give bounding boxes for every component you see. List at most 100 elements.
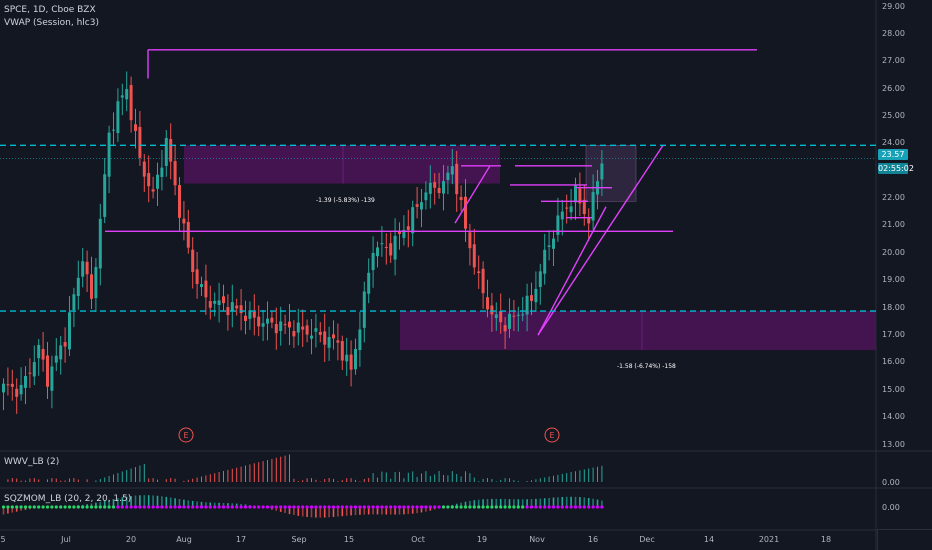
sqz-legend[interactable]: SQZMOM_LB (20, 2, 20, 1.5) xyxy=(4,494,132,504)
vwap-legend[interactable]: VWAP (Session, hlc3) xyxy=(4,18,99,28)
sqz-dot xyxy=(499,505,503,509)
candle-body xyxy=(85,261,89,275)
candle-body xyxy=(565,207,569,209)
candle-body xyxy=(261,323,265,327)
price-axis-label: 21.00 xyxy=(882,220,905,229)
candle-body xyxy=(173,161,177,186)
sqz-dot xyxy=(195,505,199,509)
sqz-dot xyxy=(98,505,102,509)
sqz-dot xyxy=(565,505,569,509)
candle-body xyxy=(156,174,159,189)
earnings-marker[interactable]: E xyxy=(178,427,194,443)
sqz-dot xyxy=(305,505,309,509)
sqz-dot xyxy=(204,505,208,509)
sqz-dot xyxy=(538,505,542,509)
candle-body xyxy=(98,218,102,269)
sqz-dot xyxy=(120,505,124,509)
candle-body xyxy=(301,326,305,330)
sqz-dot xyxy=(177,505,182,509)
candle-body xyxy=(2,383,5,393)
candle-body xyxy=(72,294,76,311)
earnings-marker[interactable]: E xyxy=(544,427,560,443)
candle-body xyxy=(120,95,124,98)
sqz-dot xyxy=(600,505,604,509)
sqz-dot xyxy=(525,505,529,509)
sqz-dot xyxy=(28,505,32,509)
candle-body xyxy=(208,301,212,308)
candle-body xyxy=(76,277,80,297)
candle-body xyxy=(455,163,459,195)
candle-body xyxy=(248,310,252,319)
sqz-dot xyxy=(468,505,472,509)
candle-body xyxy=(560,211,564,220)
candle-body xyxy=(169,139,173,162)
price-axis-label: 15.00 xyxy=(882,385,905,394)
candle-body xyxy=(499,311,503,323)
measure-label: -1.58 (-6.74%) -158 xyxy=(617,363,676,370)
sqz-dot xyxy=(235,505,239,509)
axis-corner[interactable] xyxy=(877,529,932,550)
time-axis-label: 19 xyxy=(477,535,487,544)
wwv-legend[interactable]: WWV_LB (2) xyxy=(4,457,60,467)
sqz-dot xyxy=(362,505,366,509)
candle-body xyxy=(142,161,146,177)
svg-text:E: E xyxy=(183,431,188,440)
sqz-dot xyxy=(147,505,151,509)
candle-body xyxy=(10,383,14,387)
candle-body xyxy=(582,199,586,214)
sqz-dot xyxy=(182,505,186,509)
sqz-dot xyxy=(85,505,89,509)
sqz-dot xyxy=(186,505,190,509)
sqz-dot xyxy=(59,505,63,509)
sqz-dot xyxy=(296,505,300,509)
candle-body xyxy=(226,307,230,316)
sqz-dot xyxy=(397,505,402,509)
candle-body xyxy=(204,280,208,298)
candle-body xyxy=(574,184,577,203)
price-axis-label: 28.00 xyxy=(882,29,905,38)
sqz-dot xyxy=(529,505,534,509)
candle-body xyxy=(547,245,551,247)
sqz-dot xyxy=(67,505,72,509)
sqz-dot xyxy=(516,505,520,509)
candle-body xyxy=(464,196,467,229)
sqz-dot xyxy=(459,505,463,509)
sqz-dot xyxy=(72,505,76,509)
sqz-dot xyxy=(534,505,538,509)
candle-body xyxy=(569,206,573,213)
sqz-dot xyxy=(279,505,283,509)
symbol-legend[interactable]: SPCE, 1D, Cboe BZX xyxy=(4,5,96,15)
candle-body xyxy=(160,167,164,177)
sqz-dot xyxy=(367,505,371,509)
sqz-dot xyxy=(45,505,50,509)
sqz-dot xyxy=(142,505,146,509)
sqz-dot xyxy=(19,505,23,509)
candle-body xyxy=(459,196,463,201)
wwv-axis-label: 0.00 xyxy=(882,478,900,487)
sqz-dot xyxy=(393,505,397,509)
sqz-dot xyxy=(261,505,265,509)
price-axis-label: 27.00 xyxy=(882,56,905,65)
sqz-dot xyxy=(433,505,437,509)
candle-body xyxy=(134,124,137,131)
candle-body xyxy=(6,384,10,386)
candle-body xyxy=(336,340,340,343)
candle-body xyxy=(50,366,54,391)
price-axis-label: 13.00 xyxy=(882,440,905,449)
sqz-dot xyxy=(512,505,516,509)
sqz-dot xyxy=(485,505,490,509)
candle-body xyxy=(270,317,274,323)
candle-body xyxy=(230,302,234,312)
time-axis-label: Dec xyxy=(639,535,654,544)
time-axis-label: 16 xyxy=(588,535,598,544)
candle-body xyxy=(283,324,287,326)
candle-body xyxy=(415,204,419,207)
candle-body xyxy=(345,354,349,362)
candle-body xyxy=(94,267,98,299)
sqz-dot xyxy=(213,505,217,509)
sqz-dot xyxy=(428,505,432,509)
time-axis-label: Jul xyxy=(60,535,71,544)
sqz-dot xyxy=(358,505,362,509)
sqz-dot xyxy=(239,505,243,509)
